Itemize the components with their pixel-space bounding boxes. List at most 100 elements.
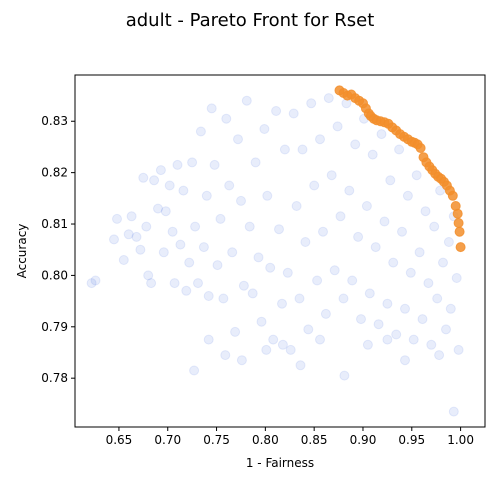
rset-models-point xyxy=(429,221,440,232)
rset-models-point xyxy=(221,113,232,124)
rset-models-point xyxy=(332,121,343,132)
rset-models-point xyxy=(126,211,137,222)
rset-models-point xyxy=(184,257,195,268)
rset-models-point xyxy=(220,350,231,361)
rset-models-point xyxy=(259,124,270,134)
rset-models-point xyxy=(118,255,129,265)
x-tick-label: 0.85 xyxy=(301,433,328,447)
y-tick-label: 0.81 xyxy=(41,217,68,231)
rset-models-point xyxy=(90,275,101,286)
rset-models-point xyxy=(400,355,410,366)
rset-models-point xyxy=(158,247,169,258)
y-axis: 0.78 0.79 0.80 0.81 0.82 0.83 xyxy=(41,114,75,385)
rset-models-point xyxy=(236,195,246,206)
rset-models-point xyxy=(379,216,390,227)
rset-models-point xyxy=(394,144,405,155)
rset-models-point xyxy=(193,278,203,289)
pareto-front-point xyxy=(452,208,463,219)
rset-models-point xyxy=(256,316,267,327)
rset-models-point xyxy=(315,334,325,345)
rset-models-point xyxy=(112,213,122,224)
rset-models-point xyxy=(206,103,217,114)
rset-models-point xyxy=(445,303,456,314)
rset-models-point xyxy=(241,95,252,106)
rset-models-point xyxy=(303,324,314,335)
rset-models-point xyxy=(164,180,175,191)
rset-models-point xyxy=(453,344,464,355)
rset-models-point xyxy=(250,157,261,168)
y-tick-label: 0.79 xyxy=(41,320,68,334)
rset-models-point xyxy=(420,206,431,217)
rset-models-point xyxy=(181,285,192,296)
rset-models-point xyxy=(277,339,288,350)
x-tick-label: 0.65 xyxy=(106,433,133,447)
rset-models-point xyxy=(443,237,454,247)
rset-models-point xyxy=(268,334,279,345)
rset-models-point xyxy=(397,226,407,237)
rset-models-point xyxy=(435,185,446,196)
rset-models-point xyxy=(203,291,214,301)
x-axis: 0.65 0.70 0.75 0.80 0.85 0.90 0.95 1.00 xyxy=(106,427,474,447)
rset-models-point xyxy=(361,201,372,211)
rset-models-point xyxy=(338,293,349,304)
rset-models-point xyxy=(109,234,119,245)
plot-frame xyxy=(74,74,486,428)
rset-models-point xyxy=(434,350,445,361)
rset-models-point xyxy=(414,247,425,258)
rset-models-point xyxy=(155,165,166,176)
rset-models-point xyxy=(169,278,180,289)
rset-models-point xyxy=(190,221,201,232)
rset-models-point xyxy=(265,262,276,273)
rset-models-point xyxy=(167,226,178,237)
rset-models-point xyxy=(86,278,97,289)
rset-models-point xyxy=(149,175,160,186)
rset-models-point xyxy=(318,226,328,237)
rset-models-point xyxy=(417,314,428,325)
y-tick-label: 0.80 xyxy=(41,268,68,282)
x-tick-label: 1.00 xyxy=(447,433,474,447)
rset-models-point xyxy=(356,314,366,325)
rset-models-point xyxy=(203,334,214,345)
rset-models-point xyxy=(423,278,434,289)
rset-models-point xyxy=(400,303,410,314)
rset-models-point xyxy=(432,293,443,304)
rset-models-point xyxy=(335,211,346,222)
x-tick-label: 0.75 xyxy=(203,433,230,447)
rset-models-point xyxy=(312,275,323,286)
pareto-front-point xyxy=(454,226,465,237)
rset-models-point xyxy=(178,185,189,196)
rset-models-point xyxy=(309,180,320,191)
rset-models-point xyxy=(441,324,451,335)
rset-models-point xyxy=(198,242,209,253)
plot-area xyxy=(86,85,466,417)
rset-models-point xyxy=(382,334,393,345)
rset-models-point xyxy=(172,159,183,170)
rset-models-point xyxy=(385,175,396,186)
x-axis-label: 1 - Fairness xyxy=(246,456,314,470)
rset-models-point xyxy=(329,265,340,276)
rset-models-point xyxy=(370,242,381,253)
rset-models-point xyxy=(339,370,350,381)
pareto-front-series xyxy=(334,85,466,253)
rset-models-point xyxy=(227,247,238,258)
rset-models-point xyxy=(209,159,220,170)
rset-models-point xyxy=(362,339,373,350)
rset-models-point xyxy=(376,129,387,140)
rset-models-point xyxy=(175,239,186,250)
rset-models-point xyxy=(123,229,134,240)
rset-models-point xyxy=(230,326,241,337)
rset-models-point xyxy=(282,267,293,278)
rset-models-point xyxy=(271,106,282,116)
rset-models-point xyxy=(215,213,226,224)
rset-models-point xyxy=(408,334,419,345)
rset-models-point xyxy=(306,98,317,109)
rset-models-point xyxy=(438,257,448,268)
rset-models-point xyxy=(146,278,157,289)
rset-models-point xyxy=(315,134,325,145)
rset-models-point xyxy=(295,360,306,371)
pareto-front-point xyxy=(453,218,464,228)
rset-models-point xyxy=(189,365,200,376)
rset-models-point xyxy=(405,267,416,278)
rset-models-point xyxy=(344,185,355,196)
